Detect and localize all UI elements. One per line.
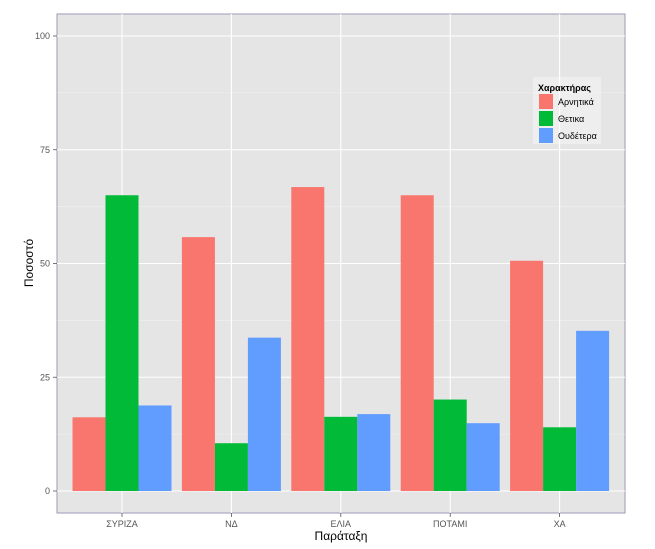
legend-label: Αρνητικά <box>558 97 594 107</box>
x-tick-label: ΧΑ <box>554 519 566 529</box>
legend-label: Ουδέτερα <box>558 131 597 141</box>
bar <box>291 187 325 491</box>
x-tick-label: ΣΥΡΙΖΑ <box>106 519 138 529</box>
x-tick-label: ΠΟΤΑΜΙ <box>433 519 467 529</box>
y-axis-title: Ποσοστό <box>22 239 36 288</box>
y-tick-label: 25 <box>40 372 50 382</box>
bar <box>247 337 281 491</box>
bar <box>400 195 434 491</box>
bar <box>510 260 544 491</box>
y-axis: 0 25 50 75 100 <box>35 31 57 496</box>
bar <box>105 195 139 491</box>
x-axis-title: Παράταξη <box>315 529 368 543</box>
bar <box>138 405 172 491</box>
bar <box>433 399 467 491</box>
bar <box>576 330 610 491</box>
x-tick-label: ΝΔ <box>225 519 238 529</box>
bar <box>357 414 391 491</box>
bar <box>324 416 358 491</box>
y-tick-label: 100 <box>35 31 50 41</box>
bar <box>466 423 500 491</box>
bar <box>72 417 106 491</box>
bars <box>72 187 610 491</box>
legend-title: Χαρακτήρας <box>538 83 591 93</box>
y-tick-label: 75 <box>40 145 50 155</box>
legend-swatch <box>539 128 553 143</box>
legend: Χαρακτήρας Αρνητικά Θετικα Ουδέτερα <box>533 77 601 144</box>
y-tick-label: 0 <box>45 486 50 496</box>
legend-swatch <box>539 94 553 109</box>
x-tick-label: ΕΛΙΑ <box>331 519 352 529</box>
legend-label: Θετικα <box>558 114 584 124</box>
bar <box>214 443 248 491</box>
legend-swatch <box>539 111 553 126</box>
bar <box>543 427 577 491</box>
y-tick-label: 50 <box>40 259 50 269</box>
x-axis: ΣΥΡΙΖΑ ΝΔ ΕΛΙΑ ΠΟΤΑΜΙ ΧΑ <box>106 513 566 529</box>
bar <box>181 237 215 491</box>
